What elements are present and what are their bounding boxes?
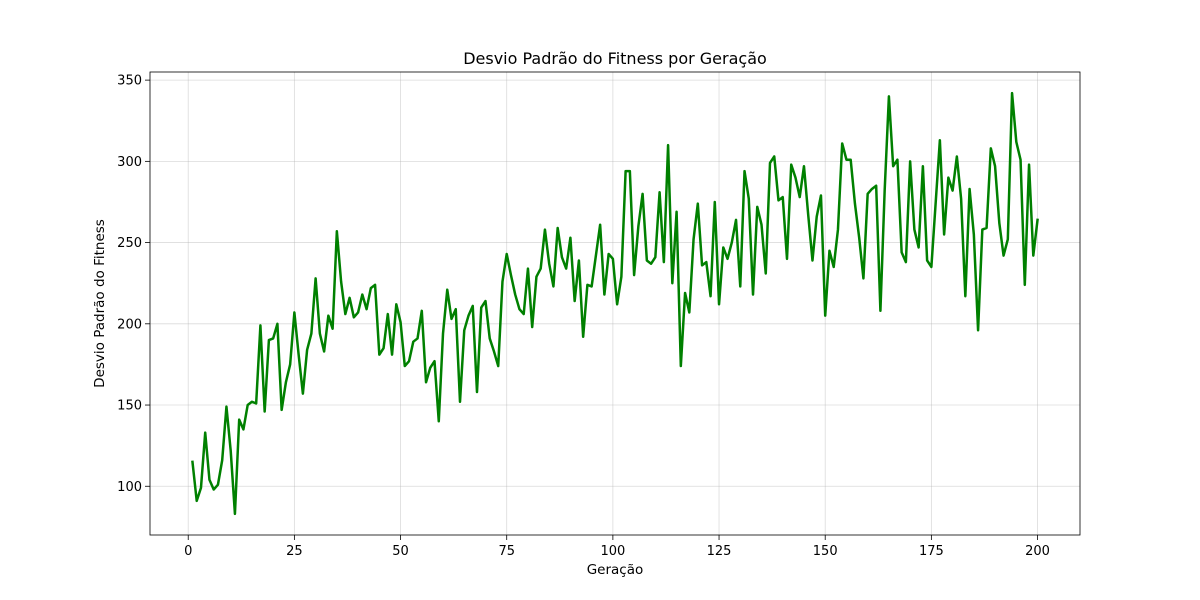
y-tick-label: 150 [117, 399, 142, 414]
x-tick-label: 175 [919, 544, 944, 559]
x-axis-label: Geração [587, 562, 644, 578]
plot-frame [149, 71, 1081, 536]
x-tick-label: 100 [600, 544, 625, 559]
x-tick-label: 200 [1025, 544, 1050, 559]
x-tick-label: 150 [813, 544, 838, 559]
y-tick-label: 250 [117, 236, 142, 251]
x-tick-label: 0 [184, 544, 192, 559]
y-tick-label: 300 [117, 155, 142, 170]
chart-title: Desvio Padrão do Fitness por Geração [463, 49, 767, 68]
x-tick-label: 75 [498, 544, 515, 559]
y-tick-label: 200 [117, 317, 142, 332]
x-tick-label: 125 [707, 544, 732, 559]
y-axis-label: Desvio Padrão do Fitness [92, 219, 108, 388]
x-tick-label: 50 [392, 544, 409, 559]
x-tick-label: 25 [286, 544, 303, 559]
series-layer [191, 91, 1039, 516]
y-tick-label: 100 [117, 480, 142, 495]
x-axis: 0 25 50 75 100 125 150 175 200 [184, 535, 1050, 559]
y-tick-label: 350 [117, 74, 142, 89]
y-axis: 100 150 200 250 300 350 [117, 74, 150, 495]
series-line [191, 91, 1039, 516]
